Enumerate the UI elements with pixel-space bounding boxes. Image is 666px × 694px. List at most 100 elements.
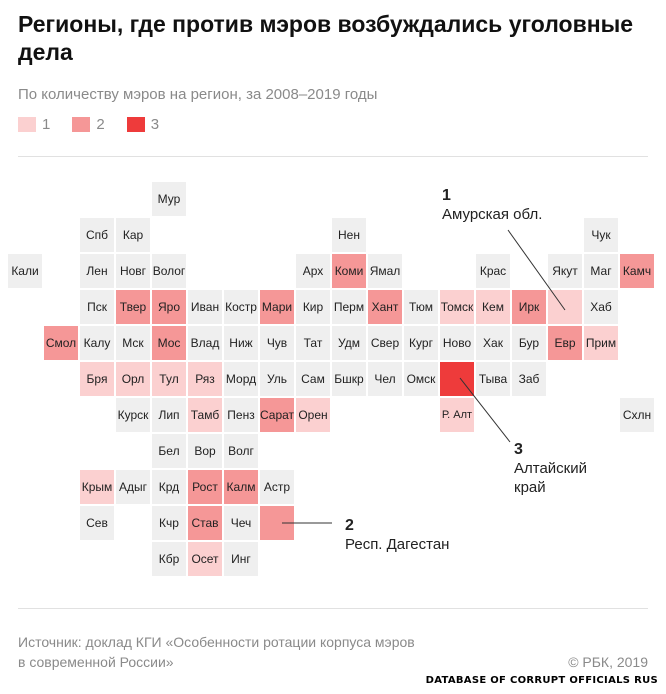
legend-item-1: 1 (18, 116, 50, 133)
region-tile: Иван (188, 290, 222, 324)
region-tile: Вор (188, 434, 222, 468)
region-tile: Томск (440, 290, 474, 324)
region-tile: Волог (152, 254, 186, 288)
region-tile: Астр (260, 470, 294, 504)
region-tile: Арх (296, 254, 330, 288)
region-tile: Инг (224, 542, 258, 576)
region-tile: Тюм (404, 290, 438, 324)
region-tile: Рост (188, 470, 222, 504)
copyright: © РБК, 2019 (568, 654, 648, 670)
region-tile: Пенз (224, 398, 258, 432)
region-tile: Орл (116, 362, 150, 396)
region-tile: Пск (80, 290, 114, 324)
region-tile: Кем (476, 290, 510, 324)
callout-altai: 3 Алтайский край (514, 440, 587, 497)
region-tile: Заб (512, 362, 546, 396)
region-tile: Ирк (512, 290, 546, 324)
callout-altai-number: 3 (514, 441, 523, 458)
callout-altai-line1: Алтайский (514, 460, 588, 477)
region-tile: Кург (404, 326, 438, 360)
region-tile-map: Мур Спб Кар Нен Чук Кали Лен Новг Волог Арх Коми Ям… (0, 160, 666, 600)
region-tile: Мск (116, 326, 150, 360)
source-line-2: в современной России» (18, 654, 174, 670)
region-tile: Перм (332, 290, 366, 324)
region-tile: Коми (332, 254, 366, 288)
region-tile: Мур (152, 182, 186, 216)
region-tile: Лен (80, 254, 114, 288)
region-tile: Якут (548, 254, 582, 288)
region-tile: Ново (440, 326, 474, 360)
region-tile (260, 506, 294, 540)
source-line-1: Источник: доклад КГИ «Особенности ротаци… (18, 634, 415, 650)
legend-swatch-1 (18, 117, 36, 132)
region-tile: Спб (80, 218, 114, 252)
top-divider (18, 156, 648, 157)
region-tile: Мос (152, 326, 186, 360)
region-tile: Сам (296, 362, 330, 396)
region-tile: Новг (116, 254, 150, 288)
legend-label-1: 1 (42, 116, 51, 133)
region-tile: Маг (584, 254, 618, 288)
region-tile: Нен (332, 218, 366, 252)
region-tile: Чеч (224, 506, 258, 540)
region-tile: Кар (116, 218, 150, 252)
region-tile (548, 290, 582, 324)
callout-amur: 1 Амурская обл. (442, 186, 542, 224)
region-tile: Став (188, 506, 222, 540)
region-tile: Влад (188, 326, 222, 360)
region-tile: Твер (116, 290, 150, 324)
legend-swatch-2 (72, 117, 91, 132)
region-tile: Хант (368, 290, 402, 324)
region-tile: Удм (332, 326, 366, 360)
region-tile: Бшкр (332, 362, 366, 396)
region-tile: Лип (152, 398, 186, 432)
region-tile: Тамб (188, 398, 222, 432)
region-tile: Тыва (476, 362, 510, 396)
region-tile: Ниж (224, 326, 258, 360)
region-tile: Чув (260, 326, 294, 360)
region-tile: Чук (584, 218, 618, 252)
chart-title: Регионы, где против мэров возбуждались у… (18, 11, 634, 65)
region-tile: Чел (368, 362, 402, 396)
region-tile: Бел (152, 434, 186, 468)
region-tile: Хаб (584, 290, 618, 324)
callout-dagestan: 2 Респ. Дагестан (345, 516, 449, 554)
legend-item-3: 3 (126, 116, 159, 133)
region-tile: Прим (584, 326, 618, 360)
region-tile: Адыг (116, 470, 150, 504)
region-tile: Ряз (188, 362, 222, 396)
region-tile: Кир (296, 290, 330, 324)
region-tile: Схлн (620, 398, 654, 432)
region-tile: Смол (44, 326, 78, 360)
region-tile: Крд (152, 470, 186, 504)
region-tile: Яро (152, 290, 186, 324)
legend-item-2: 2 (72, 116, 105, 133)
callout-dagestan-number: 2 (345, 517, 354, 534)
region-tile: Р. Алт (440, 398, 474, 432)
callout-amur-label: Амурская обл. (442, 206, 543, 223)
region-tile: Сарат (260, 398, 294, 432)
region-tile: Волг (224, 434, 258, 468)
region-tile: Крас (476, 254, 510, 288)
bottom-divider (18, 608, 648, 609)
region-tile: Крым (80, 470, 114, 504)
region-tile: Сев (80, 506, 114, 540)
region-tile: Тул (152, 362, 186, 396)
region-tile: Калу (80, 326, 114, 360)
callout-amur-number: 1 (442, 187, 451, 204)
region-tile: Калм (224, 470, 258, 504)
region-tile (440, 362, 474, 396)
legend: 1 2 3 (18, 116, 181, 133)
region-tile: Бур (512, 326, 546, 360)
region-tile: Костр (224, 290, 258, 324)
region-tile: Бря (80, 362, 114, 396)
region-tile: Свер (368, 326, 402, 360)
source-note: Источник: доклад КГИ «Особенности ротаци… (18, 632, 538, 672)
legend-label-2: 2 (96, 116, 105, 133)
callout-dagestan-label: Респ. Дагестан (345, 536, 450, 553)
region-tile: Омск (404, 362, 438, 396)
callout-altai-line2: край (514, 479, 546, 496)
region-tile: Кбр (152, 542, 186, 576)
region-tile: Кали (8, 254, 42, 288)
chart-subtitle: По количеству мэров на регион, за 2008–2… (18, 86, 378, 103)
